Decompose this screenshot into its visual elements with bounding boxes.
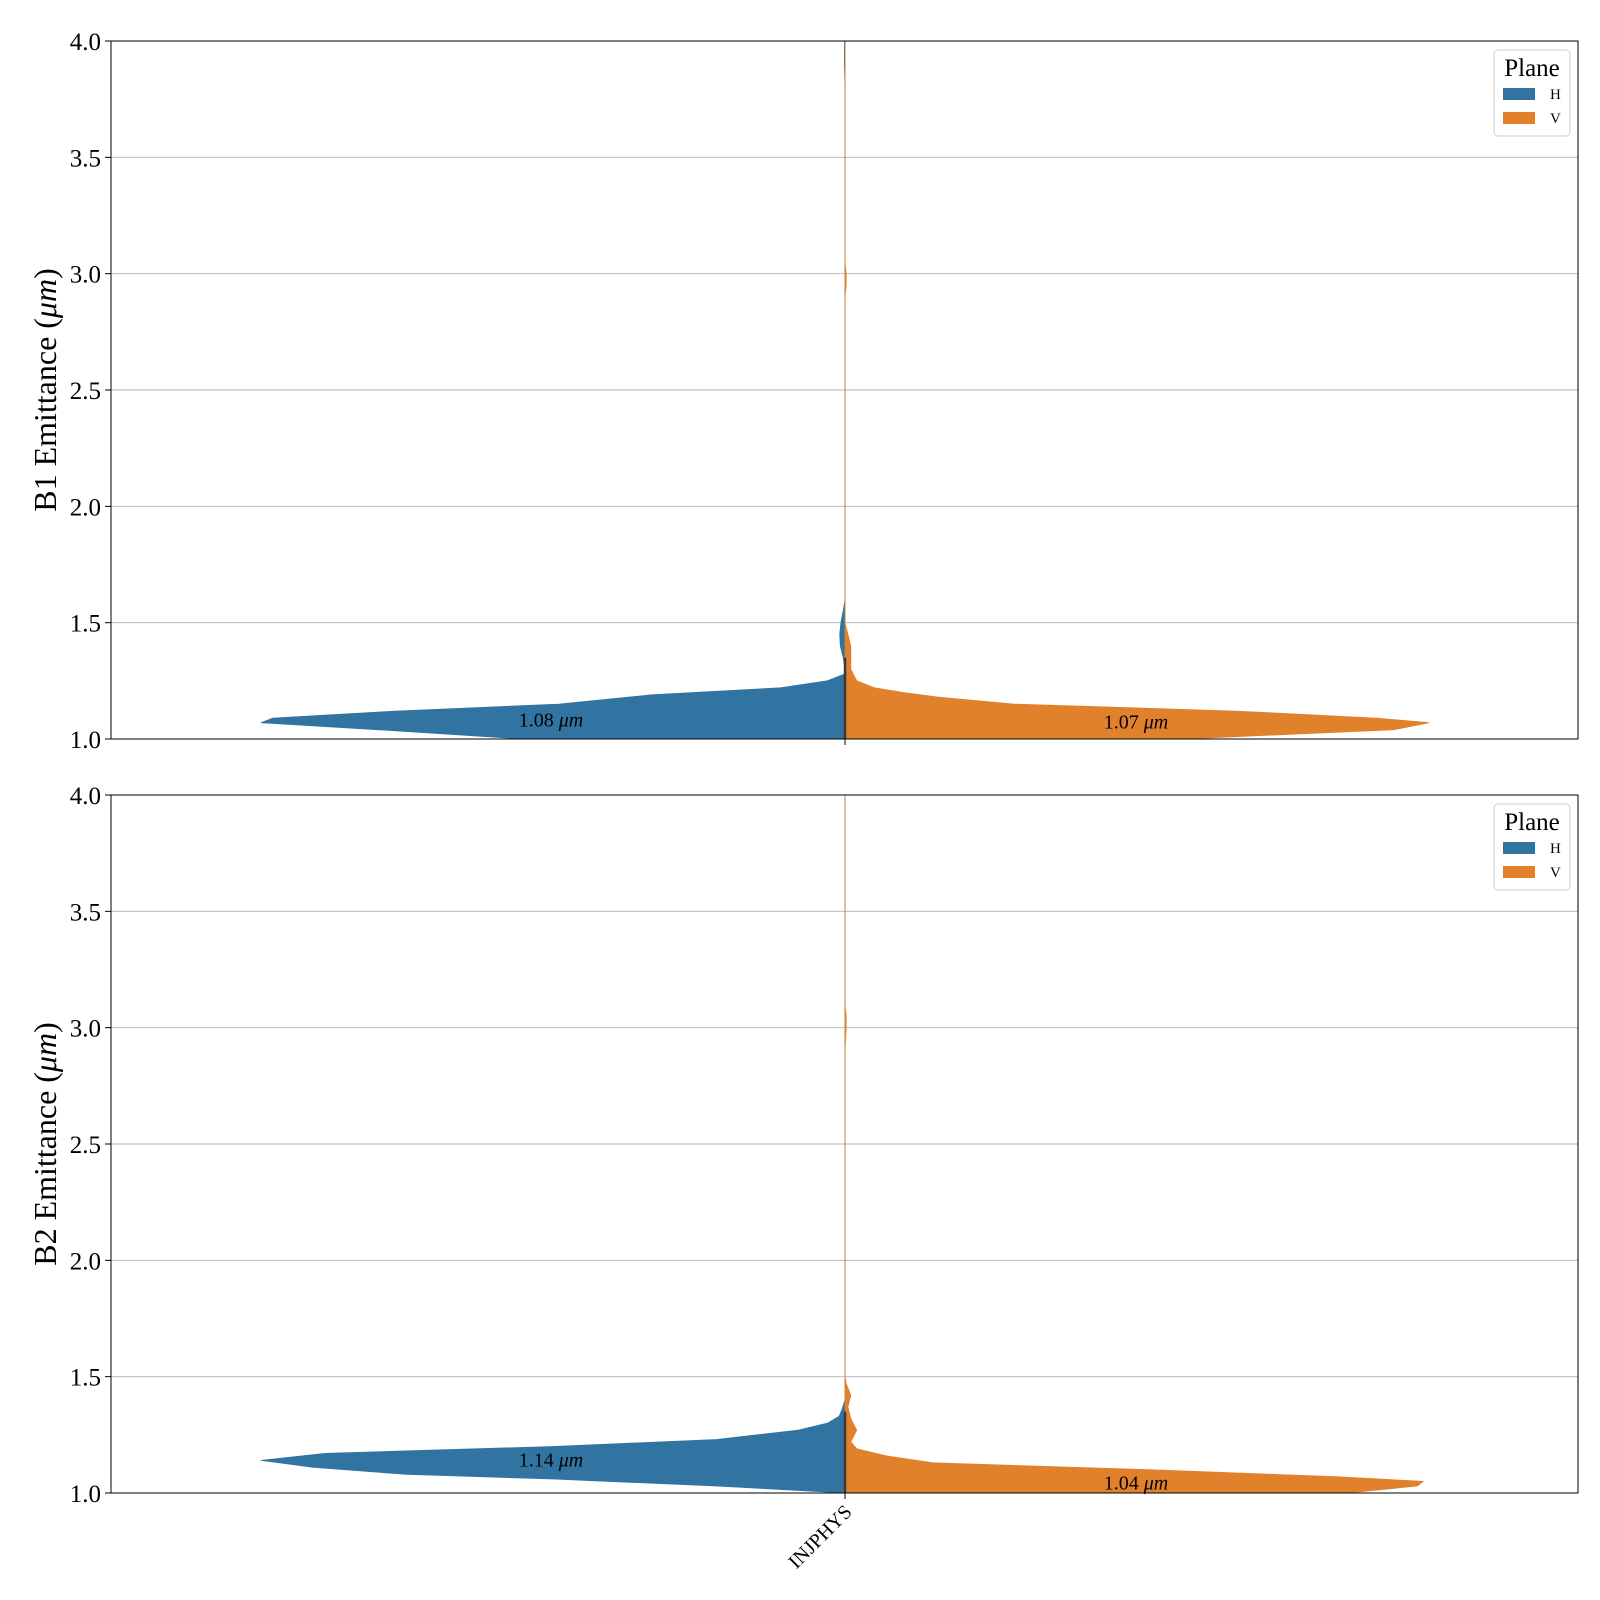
y-tick-label: 1.0 [70,727,101,754]
y-axis-label: B1 Emittance (μm) [27,268,63,512]
y-tick-label: 3.5 [70,899,101,926]
violin-half-v [844,41,1430,740]
y-tick-label: 3.5 [70,145,101,172]
legend-swatch-v [1503,112,1535,124]
y-tick-label: 2.0 [70,494,101,521]
median-label-v: 1.07 μm [1104,712,1168,734]
y-tick-label: 1.5 [70,611,101,638]
median-label-v: 1.04 μm [1104,1473,1168,1495]
median-label-h: 1.08 μm [519,709,583,731]
legend-label-h: H [1550,841,1561,857]
y-axis-label: B2 Emittance (μm) [27,1022,63,1266]
y-tick-label: 3.0 [70,1016,101,1043]
y-tick-label: 1.0 [70,1481,101,1508]
y-tick-label: 2.5 [70,378,101,405]
y-tick-label: 2.5 [70,1132,101,1159]
legend-swatch-h [1503,842,1535,854]
legend: Plane HV [1493,803,1571,891]
legend-label-v: V [1550,111,1561,127]
legend-title: Plane [1504,809,1560,836]
legend: Plane HV [1493,49,1571,137]
legend-label-h: H [1550,87,1561,103]
legend-title: Plane [1504,55,1560,82]
y-tick-label: 2.0 [70,1248,101,1275]
y-tick-label: 3.0 [70,262,101,289]
median-label-h: 1.14 μm [519,1449,583,1471]
x-tick-label: INJPHYS [784,1501,856,1573]
legend-swatch-v [1503,866,1535,878]
y-tick-label: 4.0 [70,783,101,810]
violin-half-v [844,795,1425,1494]
legend-swatch-h [1503,88,1535,100]
panel-b1: 1.0 1.5 2.0 2.5 3.0 3.5 4.0 1.08 μm 1.07 μm B1 Em… [27,29,1579,754]
y-tick-label: 1.5 [70,1365,101,1392]
y-tick-label: 4.0 [70,29,101,56]
panel-b2: 1.0 1.5 2.0 2.5 3.0 3.5 4.0 1.14 μm 1.04 μm B2 Em… [27,783,1579,1573]
legend-label-v: V [1550,865,1561,881]
